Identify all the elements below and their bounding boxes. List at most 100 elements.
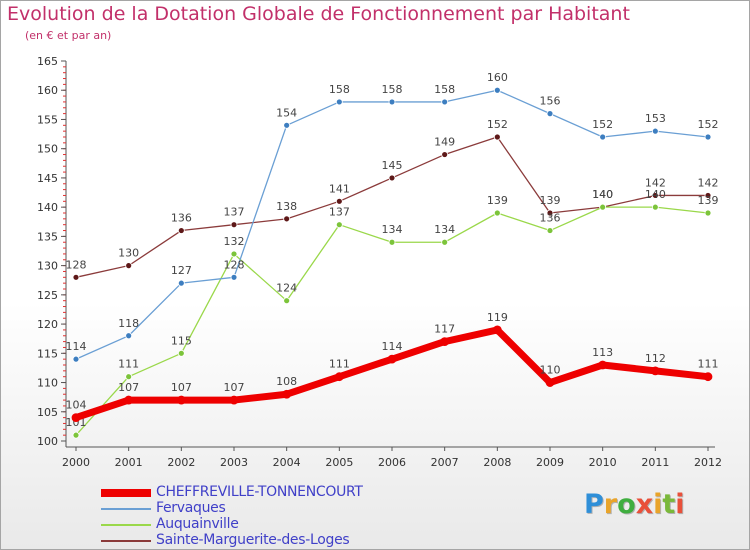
data-point <box>598 360 608 370</box>
x-tick-label: 2002 <box>167 456 195 469</box>
data-label: 142 <box>645 176 666 189</box>
data-label: 108 <box>276 375 297 388</box>
data-label: 154 <box>276 106 297 119</box>
data-point <box>230 250 238 258</box>
data-label: 140 <box>645 188 666 201</box>
data-point <box>493 86 501 94</box>
data-point <box>546 110 554 118</box>
data-point <box>388 98 396 106</box>
data-label: 119 <box>487 311 508 324</box>
data-point <box>704 209 712 217</box>
data-point <box>546 227 554 234</box>
x-tick-label: 2011 <box>641 456 669 469</box>
data-label: 134 <box>434 223 455 236</box>
data-label: 110 <box>540 364 561 377</box>
data-label: 132 <box>224 235 245 248</box>
data-label: 113 <box>592 346 613 359</box>
data-point <box>71 413 81 423</box>
data-label: 104 <box>66 399 87 412</box>
data-point <box>440 337 450 347</box>
data-point <box>492 325 502 335</box>
data-label: 111 <box>329 358 350 371</box>
legend-swatch <box>101 524 151 526</box>
data-label: 158 <box>434 83 455 96</box>
y-tick-label: 160 <box>37 84 58 97</box>
data-point <box>493 209 501 217</box>
data-label: 107 <box>118 381 139 394</box>
data-point <box>334 372 344 382</box>
data-point <box>335 221 343 229</box>
y-tick-label: 110 <box>37 377 58 390</box>
data-point <box>335 98 343 106</box>
data-label: 145 <box>382 159 403 172</box>
data-label: 141 <box>329 182 350 195</box>
proxiti-logo: Proxiti <box>584 489 685 520</box>
series-cheffreville-tonnencourt: 104 107 107 107 108 111 114 117 119 110 113 112 111 <box>66 311 719 423</box>
data-label: 140 <box>592 188 613 201</box>
data-point <box>283 121 291 129</box>
data-label: 136 <box>540 212 561 225</box>
data-label: 149 <box>434 136 455 149</box>
data-label: 134 <box>382 223 403 236</box>
data-label: 128 <box>66 258 87 271</box>
legend-swatch <box>101 489 151 497</box>
y-tick-label: 140 <box>37 201 58 214</box>
data-label: 152 <box>698 118 719 131</box>
data-point <box>441 98 449 106</box>
data-label: 153 <box>645 112 666 125</box>
data-label: 130 <box>118 247 139 260</box>
data-point <box>176 395 186 405</box>
x-tick-label: 2000 <box>62 456 90 469</box>
x-tick-label: 2003 <box>220 456 248 469</box>
data-point <box>704 133 712 141</box>
y-tick-label: 150 <box>37 143 58 156</box>
data-point <box>177 349 185 357</box>
data-label: 111 <box>118 358 139 371</box>
data-label: 142 <box>698 176 719 189</box>
data-label: 137 <box>224 206 245 219</box>
data-point <box>72 273 80 281</box>
data-point <box>704 192 712 199</box>
data-label: 124 <box>276 282 297 295</box>
data-point <box>282 389 292 399</box>
data-point <box>599 133 607 141</box>
data-point <box>72 431 80 439</box>
data-point <box>651 127 659 135</box>
data-label: 127 <box>171 264 192 277</box>
legend-label: CHEFFREVILLE-TONNENCOURT <box>156 484 363 500</box>
data-point <box>651 203 659 211</box>
data-label: 107 <box>171 381 192 394</box>
y-tick-label: 100 <box>37 435 58 448</box>
data-label: 114 <box>66 340 87 353</box>
data-label: 136 <box>171 212 192 225</box>
y-tick-label: 155 <box>37 113 58 126</box>
y-tick-label: 105 <box>37 406 58 419</box>
data-label: 114 <box>382 340 403 353</box>
x-tick-label: 2009 <box>536 456 564 469</box>
data-label: 140 <box>592 188 613 201</box>
data-point <box>125 373 133 381</box>
y-tick-label: 125 <box>37 289 58 302</box>
data-point <box>493 133 501 141</box>
data-label: 115 <box>171 334 192 347</box>
data-point <box>545 378 555 387</box>
chart-title: Evolution de la Dotation Globale de Fonc… <box>7 3 630 25</box>
data-label: 139 <box>540 194 561 207</box>
legend-swatch <box>101 540 151 542</box>
legend-label: Fervaques <box>156 500 226 516</box>
x-tick-label: 2008 <box>483 456 511 469</box>
data-point <box>650 366 660 376</box>
data-label: 156 <box>540 95 561 108</box>
data-point <box>124 395 134 405</box>
data-point <box>388 238 396 246</box>
data-point <box>335 197 343 205</box>
x-tick-label: 2004 <box>273 456 301 469</box>
data-point <box>546 209 554 217</box>
legend-label: Auquainville <box>156 516 239 532</box>
data-point <box>229 395 239 405</box>
data-label: 152 <box>592 118 613 131</box>
y-tick-label: 165 <box>37 55 58 68</box>
data-label: 138 <box>276 200 297 213</box>
data-point <box>599 203 607 211</box>
